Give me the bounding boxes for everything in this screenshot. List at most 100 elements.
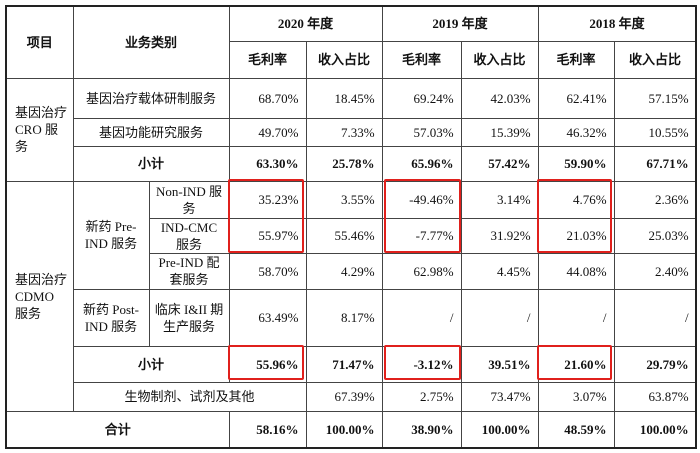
header-cell: 毛利率	[537, 40, 615, 79]
item-name: IND-CMC 服务	[148, 217, 230, 254]
header-cell: 2019 年度	[381, 5, 539, 42]
value-cell: 7.33%	[305, 117, 383, 147]
header-row: 毛利率 收入占比 毛利率 收入占比 毛利率 收入占比	[6, 40, 697, 79]
group-label: 新药 Pre-IND 服务	[72, 180, 150, 290]
value-cell: -49.46%	[381, 180, 462, 219]
value-cell: 10.55%	[613, 117, 697, 147]
value-cell: 57.03%	[381, 117, 462, 147]
value-cell: 62.41%	[537, 77, 615, 119]
value-cell: 62.98%	[381, 252, 462, 290]
value-cell: /	[537, 288, 615, 347]
header-cell: 收入占比	[613, 40, 697, 79]
header-cell: 2018 年度	[537, 5, 697, 42]
value-cell: 2.40%	[613, 252, 697, 290]
value-cell: 25.78%	[305, 145, 383, 182]
header-cell: 毛利率	[228, 40, 307, 79]
value-cell: 46.32%	[537, 117, 615, 147]
header-cell: 收入占比	[305, 40, 383, 79]
total-label: 合计	[5, 410, 230, 449]
value-cell: 63.49%	[228, 288, 307, 347]
value-cell: 35.23%	[228, 180, 307, 219]
header-cell: 业务类别	[72, 5, 230, 79]
header-cell: 收入占比	[460, 40, 539, 79]
value-cell: 4.29%	[305, 252, 383, 290]
value-cell: 44.08%	[537, 252, 615, 290]
value-cell: 25.03%	[613, 217, 697, 254]
value-cell: 58.16%	[228, 410, 307, 449]
value-cell: 4.76%	[537, 180, 615, 219]
item-name: 基因功能研究服务	[72, 117, 230, 147]
value-cell: 3.14%	[460, 180, 539, 219]
value-cell: 55.46%	[305, 217, 383, 254]
value-cell: 57.15%	[613, 77, 697, 119]
value-cell: 2.75%	[381, 381, 462, 412]
header-cell: 毛利率	[381, 40, 462, 79]
others-label: 生物制剂、试剂及其他	[72, 381, 307, 412]
margin-table: 项目 业务类别 2020 年度 2019 年度 2018 年度 毛利率 收入占比…	[5, 5, 698, 449]
header-row: 项目 业务类别 2020 年度 2019 年度 2018 年度	[5, 5, 697, 79]
row: IND-CMC 服务 55.97% 55.46% -7.77% 31.92% 21.03…	[6, 217, 697, 254]
highlight-box	[537, 179, 612, 253]
value-cell: 29.79%	[613, 345, 697, 383]
item-name: Non-IND 服务	[148, 180, 230, 219]
highlight-box	[384, 179, 461, 253]
highlight-box	[228, 345, 304, 380]
value-cell: 15.39%	[460, 117, 539, 147]
value-cell: 63.87%	[613, 381, 697, 412]
value-cell: 100.00%	[613, 410, 697, 449]
value-cell: /	[460, 288, 539, 347]
section-label: 基因治疗 CDMO 服务	[5, 180, 74, 412]
subtotal-row: 小计 55.96% 71.47% -3.12% 39.51% 21.60% 29.79%	[6, 345, 697, 383]
value-cell: 21.60%	[537, 345, 615, 383]
value-cell: 2.36%	[613, 180, 697, 219]
highlight-box	[537, 345, 612, 380]
value-cell: 4.45%	[460, 252, 539, 290]
value-cell: 39.51%	[460, 345, 539, 383]
value-cell: -7.77%	[381, 217, 462, 254]
value-cell: 49.70%	[228, 117, 307, 147]
value-cell: 38.90%	[381, 410, 462, 449]
value-cell: /	[381, 288, 462, 347]
value-cell: 3.55%	[305, 180, 383, 219]
section-label: 基因治疗 CRO 服务	[5, 77, 74, 182]
highlight-box	[384, 345, 461, 380]
value-cell: 69.24%	[381, 77, 462, 119]
total-row: 合计 58.16% 100.00% 38.90% 100.00% 48.59% 100.0…	[5, 410, 697, 449]
value-cell: 31.92%	[460, 217, 539, 254]
subtotal-row: 小计 63.30% 25.78% 65.96% 57.42% 59.90% 67.71%	[6, 145, 697, 182]
value-cell: 100.00%	[305, 410, 383, 449]
item-name: 基因治疗载体研制服务	[72, 77, 230, 119]
value-cell: 59.90%	[537, 145, 615, 182]
value-cell: 42.03%	[460, 77, 539, 119]
value-cell: 8.17%	[305, 288, 383, 347]
value-cell: 68.70%	[228, 77, 307, 119]
header-cell: 2020 年度	[228, 5, 383, 42]
value-cell: -3.12%	[381, 345, 462, 383]
value-cell: 63.30%	[228, 145, 307, 182]
group-label: 新药 Post-IND 服务	[72, 288, 150, 347]
value-cell: /	[613, 288, 697, 347]
row: Pre-IND 配套服务 58.70% 4.29% 62.98% 4.45% 44.08…	[6, 252, 697, 290]
value-cell: 48.59%	[537, 410, 615, 449]
row: 生物制剂、试剂及其他 67.39%2.75%73.47%3.07%63.87%2…	[6, 381, 697, 412]
row: 基因功能研究服务 49.70% 7.33% 57.03% 15.39% 46.32% 10…	[6, 117, 697, 147]
row: 新药 Post-IND 服务 临床 I&II 期生产服务 63.49% 8.17%…	[6, 288, 697, 347]
highlight-box	[228, 179, 304, 253]
subtotal-label: 小计	[72, 345, 230, 383]
value-cell: 100.00%	[460, 410, 539, 449]
value-cell: 65.96%	[381, 145, 462, 182]
value-cell: 67.39%	[305, 381, 383, 412]
value-cell: 57.42%	[460, 145, 539, 182]
item-name: Pre-IND 配套服务	[148, 252, 230, 290]
value-cell: 18.45%	[305, 77, 383, 119]
value-cell: 67.71%	[613, 145, 697, 182]
row: 基因治疗 CRO 服务 基因治疗载体研制服务 68.70% 18.45% 69.24…	[5, 77, 697, 182]
value-cell: 58.70%	[228, 252, 307, 290]
value-cell: 71.47%	[305, 345, 383, 383]
subtotal-label: 小计	[72, 145, 230, 182]
header-cell: 项目	[5, 5, 74, 79]
item-name: 临床 I&II 期生产服务	[148, 288, 230, 347]
value-cell: 73.47%	[460, 381, 539, 412]
value-cell: 3.07%	[537, 381, 615, 412]
